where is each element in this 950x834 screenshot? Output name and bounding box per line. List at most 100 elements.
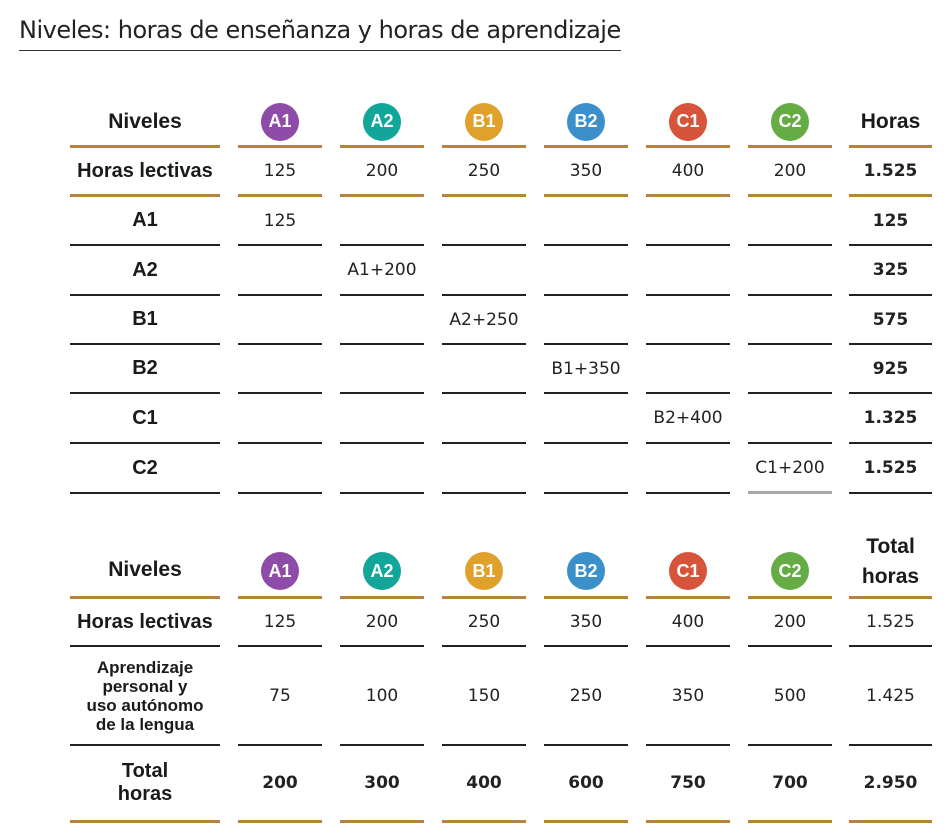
empty-cell [544, 394, 628, 444]
empty-cell [442, 197, 526, 246]
value-cell: 250 [442, 148, 526, 197]
row-label: B2 [70, 345, 220, 394]
row-label: A2 [70, 246, 220, 296]
level-badge-c2: C2 [771, 102, 809, 141]
hours-header: Horas [849, 98, 932, 148]
row-label-line: Aprendizaje [96, 657, 194, 677]
levels-header: Niveles [70, 528, 220, 599]
total-cell: 925 [849, 345, 932, 394]
empty-cell [238, 345, 322, 394]
table1-lectivas-row: Horas lectivas 125 200 250 350 400 200 1… [0, 148, 950, 197]
row-label: Horas lectivas [70, 148, 220, 197]
empty-cell [646, 197, 730, 246]
value-cell: 200 [748, 599, 832, 647]
level-badge-c2: C2 [771, 552, 809, 590]
empty-cell [442, 444, 526, 494]
level-header-a2: A2 [340, 98, 424, 148]
empty-cell [544, 246, 628, 296]
value-cell: 200 [238, 746, 322, 823]
row-label-line: horas [117, 783, 173, 805]
level-badge-b1: B1 [465, 552, 503, 590]
total-cell: 1.425 [849, 647, 932, 746]
row-label-line: de la lengua [95, 714, 195, 734]
empty-cell [340, 444, 424, 494]
total-cell: 575 [849, 296, 932, 345]
table2-aprendizaje-row: Aprendizaje personal y uso autónomo de l… [0, 647, 950, 746]
table1-header-row: Niveles A1 A2 B1 B2 C1 C2 Horas [0, 98, 950, 148]
value-cell: 75 [238, 647, 322, 746]
empty-cell [646, 296, 730, 345]
empty-cell [646, 444, 730, 494]
value-cell: 200 [340, 599, 424, 647]
value-cell: 500 [748, 647, 832, 746]
value-cell: 700 [748, 746, 832, 823]
level-header-a1: A1 [238, 98, 322, 148]
level-header-c2: C2 [748, 98, 832, 148]
value-cell: 200 [748, 148, 832, 197]
row-label: B1 [70, 296, 220, 345]
total-hours-header: Total horas [849, 528, 932, 599]
value-cell: 750 [646, 746, 730, 823]
level-header-b1: B1 [442, 98, 526, 148]
table-row: A2 A1+200 325 [0, 246, 950, 296]
row-label: Aprendizaje personal y uso autónomo de l… [70, 647, 220, 746]
empty-cell [238, 296, 322, 345]
empty-cell [340, 296, 424, 345]
level-badge-a2: A2 [363, 552, 401, 590]
row-label-line: Total [121, 760, 169, 782]
total-hours-header-line1: Total [866, 535, 915, 558]
table-row: B2 B1+350 925 [0, 345, 950, 394]
value-cell: 250 [544, 647, 628, 746]
total-cell: 1.325 [849, 394, 932, 444]
level-badge-c1: C1 [669, 552, 707, 590]
level-badge-b1: B1 [465, 102, 503, 141]
value-cell: 125 [238, 599, 322, 647]
value-cell: 300 [340, 746, 424, 823]
value-cell: 200 [340, 148, 424, 197]
row-label: C1 [70, 394, 220, 444]
total-cell: 1.525 [849, 148, 932, 197]
value-cell: A2+250 [442, 296, 526, 345]
value-cell: 350 [544, 148, 628, 197]
row-label: C2 [70, 444, 220, 494]
empty-cell [442, 246, 526, 296]
total-cell: 1.525 [849, 444, 932, 494]
table2-header-row: Niveles A1 A2 B1 B2 C1 C2 Total horas [0, 528, 950, 599]
empty-cell [748, 345, 832, 394]
value-cell: 400 [646, 148, 730, 197]
row-label-line: uso autónomo [86, 695, 204, 715]
level-header-c1: C1 [646, 528, 730, 599]
empty-cell [340, 394, 424, 444]
level-header-b1: B1 [442, 528, 526, 599]
empty-cell [646, 246, 730, 296]
table-row: C1 B2+400 1.325 [0, 394, 950, 444]
value-cell: 250 [442, 599, 526, 647]
value-cell: 400 [442, 746, 526, 823]
empty-cell [748, 394, 832, 444]
empty-cell [340, 197, 424, 246]
value-cell: 125 [238, 197, 322, 246]
level-badge-a1: A1 [261, 102, 299, 141]
total-cell: 325 [849, 246, 932, 296]
table2-lectivas-row: Horas lectivas 125 200 250 350 400 200 1… [0, 599, 950, 647]
value-cell: 125 [238, 148, 322, 197]
empty-cell [544, 444, 628, 494]
level-header-c2: C2 [748, 528, 832, 599]
value-cell: A1+200 [340, 246, 424, 296]
level-header-b2: B2 [544, 98, 628, 148]
levels-header: Niveles [70, 98, 220, 148]
empty-cell [748, 246, 832, 296]
level-badge-b2: B2 [567, 552, 605, 590]
empty-cell [748, 197, 832, 246]
empty-cell [748, 296, 832, 345]
value-cell: B2+400 [646, 394, 730, 444]
total-cell: 2.950 [849, 746, 932, 823]
table2-total-row: Total horas 200 300 400 600 750 700 2.95… [0, 746, 950, 823]
value-cell: 600 [544, 746, 628, 823]
empty-cell [442, 394, 526, 444]
empty-cell [238, 394, 322, 444]
page-title: Niveles: horas de enseñanza y horas de a… [19, 16, 621, 51]
level-badge-a1: A1 [261, 552, 299, 590]
value-cell: 150 [442, 647, 526, 746]
level-header-b2: B2 [544, 528, 628, 599]
